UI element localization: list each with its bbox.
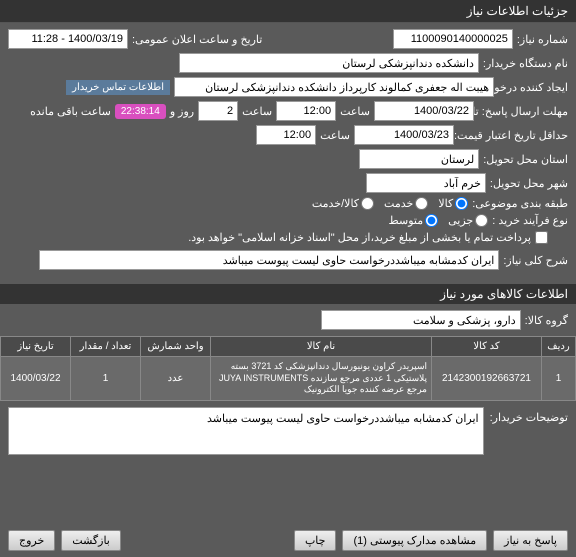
page-title: جزئیات اطلاعات نیاز	[467, 4, 568, 18]
process-radio-group: جزیی متوسط	[389, 214, 489, 227]
budget-radio-group: کالا خدمت کالا/خدمت	[312, 197, 468, 210]
remain-days-label: روز و	[170, 105, 194, 118]
city-field[interactable]	[366, 173, 486, 193]
payment-checkbox-line[interactable]: پرداخت تمام یا بخشی از مبلغ خرید،از محل …	[188, 231, 548, 244]
process-radio-small[interactable]: جزیی	[448, 214, 488, 227]
city-label: شهر محل تحویل:	[490, 177, 568, 190]
need-no-field[interactable]	[393, 29, 513, 49]
print-button[interactable]: چاپ	[294, 530, 337, 551]
payment-checkbox[interactable]	[535, 231, 548, 244]
cell-code: 2142300192663721	[432, 357, 542, 401]
budget-label: طبقه بندی موضوعی:	[472, 197, 568, 210]
form-area: شماره نیاز: تاریخ و ساعت اعلان عمومی: نا…	[0, 23, 576, 280]
province-label: استان محل تحویل:	[483, 153, 568, 166]
cell-unit: عدد	[141, 357, 211, 401]
buyer-desc-label: توضیحات خریدار:	[490, 407, 568, 424]
contact-buyer-button[interactable]: اطلاعات تماس خریدار	[66, 80, 170, 95]
reply-button[interactable]: پاسخ به نیاز	[493, 530, 568, 551]
process-radio-medium[interactable]: متوسط	[389, 214, 439, 227]
goods-section-title: اطلاعات کالاهای مورد نیاز	[0, 284, 576, 304]
exit-button[interactable]: خروج	[8, 530, 55, 551]
th-date: تاریخ نیاز	[1, 337, 71, 357]
page-header: جزئیات اطلاعات نیاز	[0, 0, 576, 23]
th-row: ردیف	[542, 337, 576, 357]
need-no-label: شماره نیاز:	[517, 33, 568, 46]
footer-bar: پاسخ به نیاز مشاهده مدارک پیوستی (1) چاپ…	[0, 524, 576, 557]
th-qty: تعداد / مقدار	[71, 337, 141, 357]
th-unit: واحد شمارش	[141, 337, 211, 357]
cell-qty: 1	[71, 357, 141, 401]
th-code: کد کالا	[432, 337, 542, 357]
goods-table: ردیف کد کالا نام کالا واحد شمارش تعداد /…	[0, 336, 576, 401]
requester-label: ایجاد کننده درخواست:	[498, 81, 568, 94]
buyer-desc-field[interactable]	[8, 407, 484, 455]
payment-note: پرداخت تمام یا بخشی از مبلغ خرید،از محل …	[188, 231, 531, 244]
min-valid-date-field[interactable]	[354, 125, 454, 145]
cell-date: 1400/03/22	[1, 357, 71, 401]
budget-radio-service[interactable]: خدمت	[384, 197, 428, 210]
back-button[interactable]: بازگشت	[61, 530, 121, 551]
summary-field[interactable]	[39, 250, 499, 270]
deadline-date-field[interactable]	[374, 101, 474, 121]
group-label: گروه کالا:	[525, 314, 568, 327]
group-field[interactable]	[321, 310, 521, 330]
buyer-name-label: نام دستگاه خریدار:	[483, 57, 568, 70]
attachments-button[interactable]: مشاهده مدارک پیوستی (1)	[342, 530, 487, 551]
remain-suffix: ساعت باقی مانده	[30, 105, 111, 118]
buyer-name-field[interactable]	[179, 53, 479, 73]
announce-field[interactable]	[8, 29, 128, 49]
requester-field[interactable]	[174, 77, 494, 97]
summary-label: شرح کلی نیاز:	[503, 254, 568, 267]
min-valid-time-field[interactable]	[256, 125, 316, 145]
announce-label: تاریخ و ساعت اعلان عمومی:	[132, 33, 262, 46]
budget-radio-both[interactable]: کالا/خدمت	[312, 197, 374, 210]
deadline-time-field[interactable]	[276, 101, 336, 121]
process-label: نوع فرآیند خرید :	[492, 214, 568, 227]
min-valid-label: حداقل تاریخ اعتبار قیمت: تا تاریخ:	[458, 129, 568, 142]
table-header-row: ردیف کد کالا نام کالا واحد شمارش تعداد /…	[1, 337, 576, 357]
budget-radio-goods[interactable]: کالا	[438, 197, 468, 210]
time-label-1: ساعت	[340, 105, 370, 118]
th-name: نام کالا	[211, 337, 432, 357]
cell-name: اسپریدر کراون یونیورسال دندانپزشکی کد 37…	[211, 357, 432, 401]
time-label-2: ساعت	[320, 129, 350, 142]
deadline-label: مهلت ارسال پاسخ: تا تاریخ:	[478, 105, 568, 118]
remain-days-field[interactable]	[198, 101, 238, 121]
remain-time-badge: 22:38:14	[115, 104, 166, 119]
table-row[interactable]: 1 2142300192663721 اسپریدر کراون یونیورس…	[1, 357, 576, 401]
cell-idx: 1	[542, 357, 576, 401]
footer-spacer	[127, 530, 288, 551]
province-field[interactable]	[359, 149, 479, 169]
time-label-1b: ساعت	[242, 105, 272, 118]
